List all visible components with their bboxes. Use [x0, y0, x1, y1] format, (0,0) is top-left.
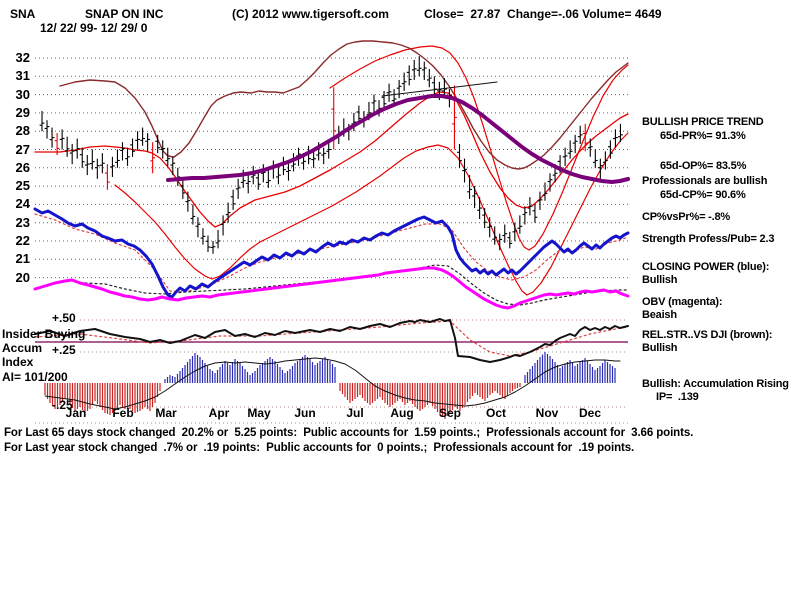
price-tick-label: 27 — [15, 141, 30, 157]
month-label: Feb — [112, 406, 134, 420]
footer-line: For Last 65 days stock changed 20.2% or … — [4, 427, 694, 439]
analysis-line: Bullish: Accumulation Rising — [642, 378, 789, 390]
analysis-line: IP= .139 — [656, 391, 699, 403]
indicator-label: Accum — [2, 341, 43, 355]
month-label: Jul — [346, 406, 364, 420]
analysis-line: CP%vsPr%= -.8% — [642, 211, 730, 223]
insider-ma-dotted — [34, 320, 629, 357]
indicator-label: AI= 101/200 — [2, 370, 68, 384]
month-label: Mar — [155, 406, 177, 420]
price-tick-label: 26 — [15, 159, 30, 175]
month-label: Jan — [65, 406, 87, 420]
indicator-label: +.25 — [52, 343, 76, 357]
month-label: Jun — [294, 406, 316, 420]
analysis-line: Beaish — [642, 309, 677, 321]
month-label: Aug — [390, 406, 414, 420]
price-tick-label: 29 — [15, 104, 30, 120]
indicator-label: Index — [2, 355, 34, 369]
analysis-line: 65d-OP%= 83.5% — [660, 160, 747, 172]
analysis-line: Bullish — [642, 274, 678, 286]
analysis-line: BULLISH PRICE TREND — [642, 116, 764, 128]
indicator-label: Insider Buying — [2, 327, 86, 341]
indicator-label: +.50 — [52, 311, 76, 325]
analysis-line: REL.STR..VS DJI (brown): — [642, 329, 773, 341]
date-range: 12/ 22/ 99- 12/ 29/ 0 — [40, 21, 148, 35]
price-tick-label: 22 — [15, 233, 30, 248]
ticker-symbol: SNA — [10, 7, 36, 21]
closing-power-line — [33, 207, 630, 299]
lower-band-line — [114, 132, 629, 296]
price-tick-label: 20 — [15, 269, 30, 285]
month-label: Apr — [208, 406, 230, 420]
short-ma-line — [34, 91, 629, 228]
price-tick-label: 21 — [15, 251, 30, 267]
price-tick-label: 28 — [15, 123, 30, 139]
ai-ma-line — [44, 357, 621, 410]
analysis-line: Strength Profess/Pub= 2.3 — [642, 233, 775, 245]
analysis-line: Bullish — [642, 342, 678, 354]
resistance-trendline — [381, 81, 498, 97]
month-label: Nov — [535, 406, 559, 420]
month-label: May — [247, 406, 271, 420]
month-label: Dec — [578, 406, 601, 420]
price-tick-label: 31 — [15, 68, 30, 84]
price-tick-label: 23 — [15, 214, 30, 230]
upper-band-line — [329, 45, 629, 251]
analysis-line: OBV (magenta): — [642, 296, 723, 308]
obv-line — [33, 266, 630, 310]
analysis-line: 65d-PR%= 91.3% — [660, 130, 746, 142]
month-label: Oct — [485, 406, 506, 420]
price-tick-label: 30 — [15, 86, 30, 102]
analysis-line: 65d-CP%= 90.6% — [660, 189, 746, 201]
price-tick-label: 25 — [15, 178, 30, 194]
insider-buying-line — [34, 318, 629, 363]
quote-summary: Close= 27.87 Change=-.06 Volume= 4649 — [424, 7, 662, 21]
price-tick-label: 32 — [15, 50, 30, 65]
analysis-line: CLOSING POWER (blue): — [642, 261, 770, 273]
indicator-label: -.25 — [52, 398, 73, 412]
month-label: Sep — [438, 406, 461, 420]
price-tick-label: 24 — [15, 196, 30, 212]
footer-line: For Last year stock changed .7% or .19 p… — [4, 442, 635, 454]
analysis-line: Professionals are bullish — [642, 175, 768, 187]
company-name: SNAP ON INC — [85, 7, 164, 21]
long-ma-line — [166, 94, 630, 184]
copyright-text: (C) 2012 www.tigersoft.com — [232, 7, 389, 21]
